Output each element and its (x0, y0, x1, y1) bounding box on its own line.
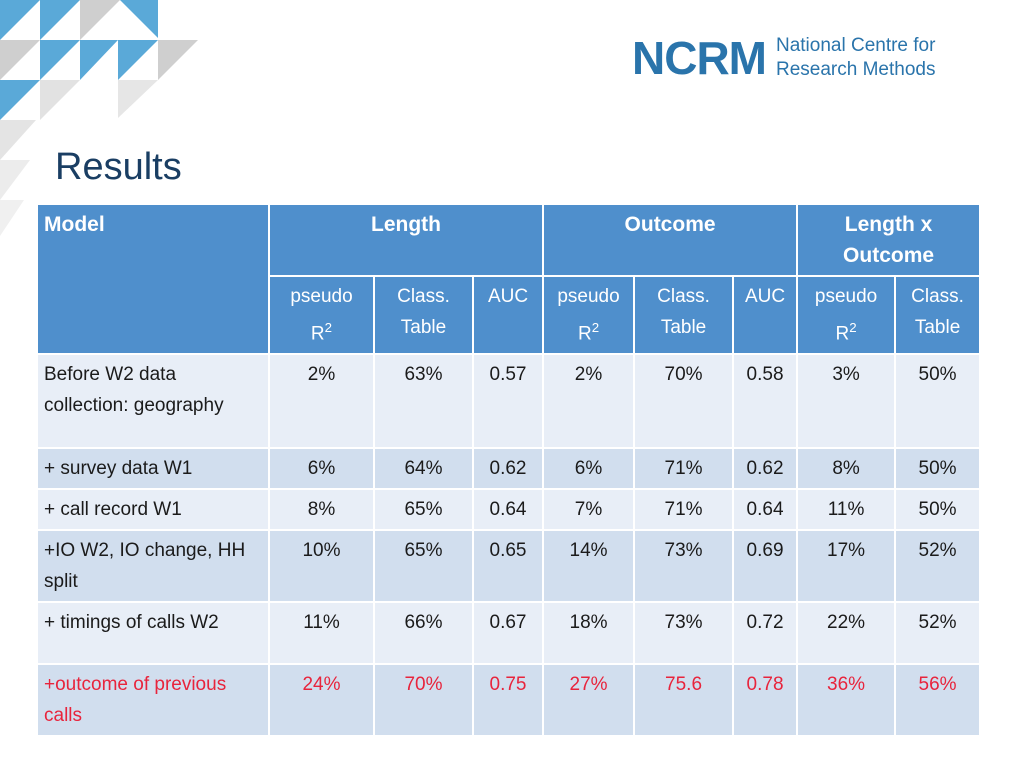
value-cell: 73% (633, 601, 735, 666)
value-cell: 22% (796, 601, 897, 666)
header-group-length-x-outcome: Length x Outcome (796, 203, 982, 277)
subheader-line2: Table (660, 317, 707, 338)
subheader-cell: pseudo R2 (268, 274, 375, 356)
ncrm-logo-text: National Centre for Research Methods (776, 34, 935, 82)
value-cell: 24% (268, 663, 375, 738)
value-cell: 0.62 (732, 447, 799, 491)
value-cell: 2% (268, 353, 375, 450)
value-cell: 18% (542, 601, 636, 666)
subheader-line1: Class. (911, 286, 964, 307)
model-cell: +outcome of previous calls (36, 663, 270, 738)
value-cell: 27% (542, 663, 636, 738)
value-cell: 8% (796, 447, 897, 491)
subheader-line2: R2 (577, 320, 600, 345)
subheader-cell: AUC (471, 274, 545, 356)
results-table: Model Length Outcome Length x Outcome ps… (36, 202, 982, 738)
subheader-line1: Class. (657, 286, 710, 307)
value-cell: 65% (373, 488, 474, 532)
value-cell: 70% (633, 353, 735, 450)
table-row: + timings of calls W2 11% 66% 0.67 18% 73% 0.7… (36, 601, 982, 666)
value-cell: 56% (894, 663, 982, 738)
value-cell: 3% (796, 353, 897, 450)
model-cell: Before W2 data collection: geography (36, 353, 270, 450)
value-cell: 11% (796, 488, 897, 532)
logo-name-line1: National Centre for (775, 35, 936, 56)
subheader-cell: Class. Table (373, 274, 474, 356)
table-row: Before W2 data collection: geography 2% 63… (36, 353, 982, 450)
subheader-row: pseudo R2 Class. Table AUC pseudo R2 Class. Tab… (37, 274, 982, 356)
value-cell: 10% (268, 529, 375, 604)
table-body: Before W2 data collection: geography 2% 63… (36, 353, 982, 738)
value-cell: 2% (542, 353, 636, 450)
value-cell: 0.78 (732, 663, 799, 738)
subheader-line1: AUC (487, 286, 529, 307)
table-row: + call record W1 8% 65% 0.64 7% 71% 0.64 11% 50% (36, 488, 982, 532)
value-cell: 7% (542, 488, 636, 532)
model-cell: +IO W2, IO change, HH split (36, 529, 270, 604)
ncrm-logo: NCRM National Centre for Research Method… (632, 34, 935, 82)
subheader-line2 (480, 312, 536, 343)
subheader-cell: Class. Table (633, 274, 735, 356)
model-cell: + survey data W1 (36, 447, 270, 491)
value-cell: 50% (894, 353, 982, 450)
value-cell: 70% (373, 663, 474, 738)
subheader-line1: pseudo (557, 286, 620, 307)
value-cell: 0.65 (471, 529, 545, 604)
value-cell: 71% (633, 488, 735, 532)
subheader-line2: R2 (310, 320, 333, 345)
subheader-cell: pseudo R2 (542, 274, 636, 356)
header-group-outcome: Outcome (542, 203, 799, 277)
subheader-line2: Table (400, 317, 447, 338)
decorative-triangles (0, 0, 198, 236)
value-cell: 11% (268, 601, 375, 666)
value-cell: 63% (373, 353, 474, 450)
value-cell: 0.57 (471, 353, 545, 450)
value-cell: 65% (373, 529, 474, 604)
value-cell: 14% (542, 529, 636, 604)
subheader-line1: pseudo (290, 286, 353, 307)
subheader-line2: Table (914, 317, 961, 338)
table-row: + survey data W1 6% 64% 0.62 6% 71% 0.62 8% 50% (36, 447, 982, 491)
value-cell: 50% (894, 447, 982, 491)
value-cell: 6% (268, 447, 375, 491)
header-model: Model (36, 202, 270, 356)
model-cell: + timings of calls W2 (36, 601, 270, 666)
value-cell: 64% (373, 447, 474, 491)
value-cell: 75.6 (633, 663, 735, 738)
value-cell: 50% (894, 488, 982, 532)
value-cell: 52% (894, 529, 982, 604)
slide-title: Results (55, 146, 182, 188)
value-cell: 6% (542, 447, 636, 491)
subheader-line1: pseudo (814, 286, 878, 307)
value-cell: 73% (633, 529, 735, 604)
value-cell: 52% (894, 601, 982, 666)
logo-name-line2: Research Methods (775, 59, 936, 80)
value-cell: 0.67 (471, 601, 545, 666)
value-cell: 8% (268, 488, 375, 532)
value-cell: 0.64 (471, 488, 545, 532)
subheader-line2 (740, 312, 790, 343)
subheader-cell: AUC (732, 274, 799, 356)
ncrm-logo-mark: NCRM (632, 32, 767, 84)
value-cell: 0.69 (732, 529, 799, 604)
value-cell: 0.58 (732, 353, 799, 450)
value-cell: 66% (373, 601, 474, 666)
subheader-cell: pseudo R2 (796, 274, 897, 356)
table-row: +IO W2, IO change, HH split 10% 65% 0.65 14%… (36, 529, 982, 604)
subheader-line1: Class. (397, 286, 450, 307)
subheader-line1: AUC (744, 286, 786, 307)
value-cell: 0.64 (732, 488, 799, 532)
value-cell: 0.75 (471, 663, 545, 738)
value-cell: 71% (633, 447, 735, 491)
value-cell: 0.62 (471, 447, 545, 491)
subheader-line2: R2 (835, 320, 857, 345)
table-row: +outcome of previous calls 24% 70% 0.75 27% 7… (36, 663, 982, 738)
value-cell: 36% (796, 663, 897, 738)
value-cell: 17% (796, 529, 897, 604)
subheader-cell: Class. Table (894, 274, 982, 356)
header-group-length: Length (267, 203, 545, 277)
model-cell: + call record W1 (36, 488, 270, 532)
value-cell: 0.72 (732, 601, 799, 666)
